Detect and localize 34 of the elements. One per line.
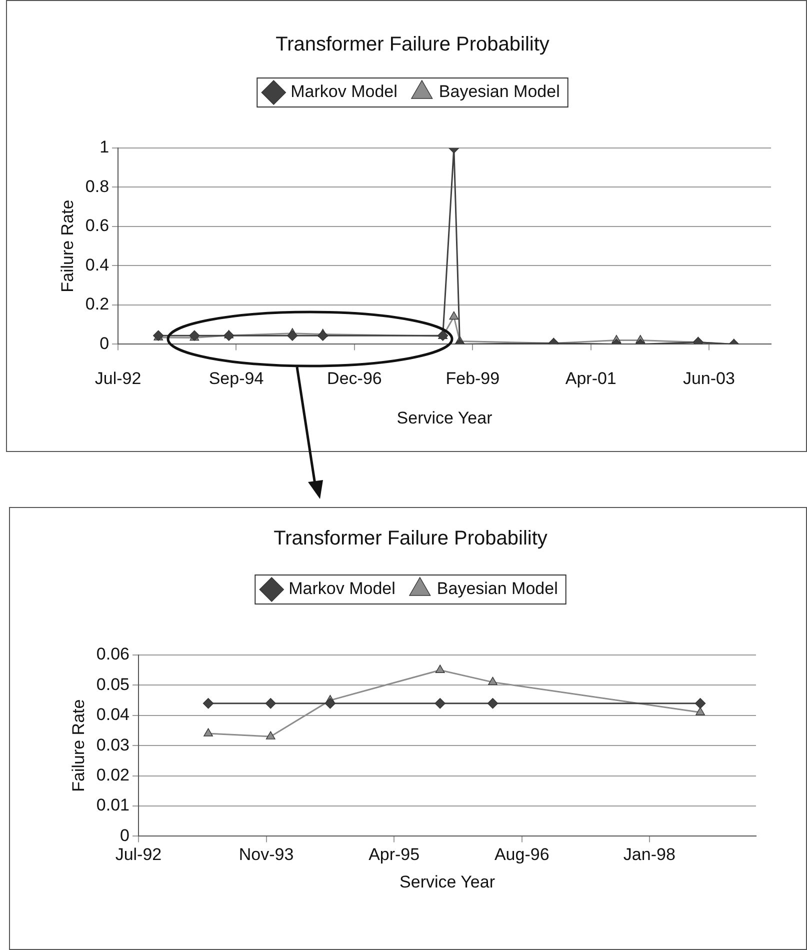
y-tick-label: 0.05	[96, 674, 130, 694]
x-tick-label: Jul-92	[94, 369, 142, 388]
x-tick-label: Dec-96	[327, 369, 382, 388]
y-tick-label: 0.6	[85, 216, 110, 236]
chart-title: Transformer Failure Probability	[276, 34, 550, 56]
x-tick-label: Jul-92	[115, 845, 162, 864]
legend-label: Markov Model	[290, 82, 398, 102]
legend-label: Markov Model	[288, 579, 396, 598]
y-tick-label: 0.06	[96, 644, 130, 664]
x-tick-label: Jun-03	[682, 369, 735, 388]
x-tick-label: Nov-93	[238, 845, 294, 864]
x-tick-label: Jan-98	[623, 845, 676, 864]
y-tick-label: 0.02	[96, 765, 130, 784]
y-tick-label: 1	[100, 138, 110, 157]
x-tick-label: Apr-95	[368, 845, 420, 864]
y-tick-label: 0.01	[96, 796, 130, 815]
y-tick-label: 0.8	[85, 176, 110, 196]
x-tick-label: Feb-99	[446, 369, 500, 388]
legend-label: Bayesian Model	[438, 82, 560, 102]
y-tick-label: 0	[120, 826, 130, 845]
y-tick-label: 0.04	[96, 705, 130, 724]
y-axis-title: Failure Rate	[68, 699, 88, 792]
y-tick-label: 0.03	[96, 735, 130, 754]
y-tick-label: 0.4	[85, 255, 110, 274]
x-axis-title: Service Year	[400, 872, 496, 892]
x-tick-label: Sep-94	[208, 369, 264, 388]
x-axis-title: Service Year	[396, 408, 493, 428]
chart-title: Transformer Failure Probability	[274, 528, 548, 550]
x-tick-label: Apr-01	[565, 369, 616, 388]
y-tick-label: 0.2	[85, 294, 110, 314]
y-tick-label: 0	[100, 334, 110, 353]
y-axis-title: Failure Rate	[58, 200, 77, 292]
x-tick-label: Aug-96	[494, 845, 550, 864]
legend-label: Bayesian Model	[436, 579, 558, 598]
